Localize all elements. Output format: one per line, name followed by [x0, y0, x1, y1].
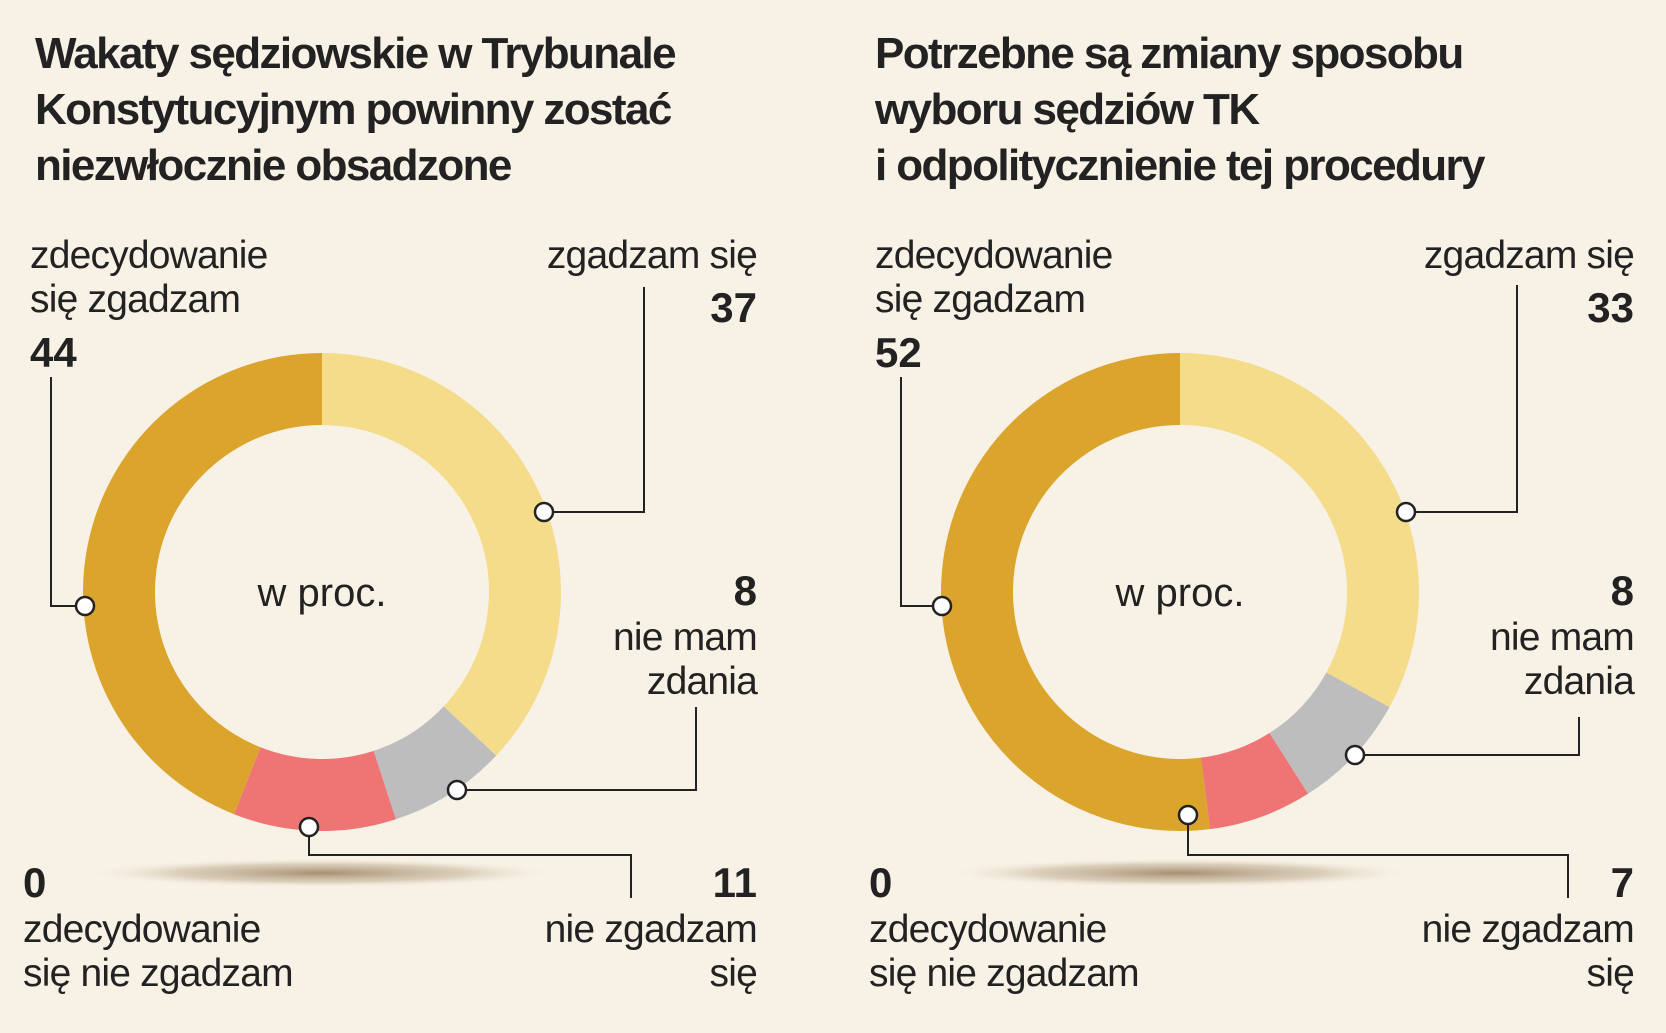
donut-shadow: [82, 858, 562, 888]
leader-dot: [1177, 804, 1199, 826]
donut-shadow: [940, 858, 1420, 888]
slice-value: 52: [875, 329, 922, 376]
slice-value: 44: [30, 329, 77, 376]
leader-line: [544, 287, 645, 513]
slice-value: 8: [734, 567, 757, 614]
slice-label: nie zgadzam: [1422, 908, 1634, 951]
donut-slice: [1200, 733, 1309, 830]
leader-dot: [446, 779, 468, 801]
leader-line: [1187, 815, 1569, 898]
slice-label: zdania: [647, 660, 758, 703]
donut-chart-2: Potrzebne są zmiany sposobu wyboru sędzió…: [869, 29, 1636, 995]
slice-value: 37: [710, 284, 757, 331]
leader-dot: [533, 501, 555, 523]
donut-slice: [373, 706, 497, 820]
slice-value: 11: [713, 859, 757, 906]
chart-title-line: niezwłocznie obsadzone: [35, 141, 511, 190]
donut-slice: [1180, 353, 1419, 708]
slice-label: nie zgadzam: [545, 908, 757, 951]
slice-label: się zgadzam: [30, 278, 240, 321]
slice-label: zdecydowanie: [30, 234, 268, 277]
leader-line: [457, 707, 697, 791]
slice-label: się zgadzam: [875, 278, 1085, 321]
chart-title-line: Potrzebne są zmiany sposobu: [875, 29, 1463, 78]
slice-label: się: [710, 952, 757, 995]
leader-line: [1355, 717, 1580, 756]
leader-line: [50, 377, 85, 607]
chart-title-line: Konstytucyjnym powinny zostać: [35, 85, 672, 134]
slice-value: 0: [23, 859, 46, 906]
leader-dot: [1395, 501, 1417, 523]
leader-dot: [1344, 744, 1366, 766]
slice-label: zdecydowanie: [23, 908, 261, 951]
leader-dot: [74, 595, 96, 617]
slice-label: nie mam: [1490, 616, 1634, 659]
donut-slice: [234, 747, 396, 831]
center-label: w proc.: [257, 571, 387, 615]
slice-label: nie mam: [613, 616, 757, 659]
slice-label: zgadzam się: [547, 234, 757, 277]
slice-value: 7: [1611, 859, 1634, 906]
slice-label: zgadzam się: [1424, 234, 1634, 277]
donut-chart-1: Wakaty sędziowskie w Trybunale Konstytucy…: [23, 29, 759, 995]
leader-dot: [298, 816, 320, 838]
slice-label: się nie zgadzam: [23, 952, 293, 995]
leader-dot: [931, 595, 953, 617]
leader-line: [1406, 285, 1518, 513]
slice-label: zdecydowanie: [869, 908, 1107, 951]
leader-line: [308, 827, 632, 898]
donut-slice: [1269, 672, 1390, 794]
slice-label: zdania: [1524, 660, 1635, 703]
slice-label: się: [1587, 952, 1634, 995]
slice-label: zdecydowanie: [875, 234, 1113, 277]
slice-value: 33: [1587, 284, 1634, 331]
chart-title-line: wyboru sędziów TK: [874, 85, 1260, 134]
donut-slice: [82, 353, 322, 815]
chart-title-line: Wakaty sędziowskie w Trybunale: [35, 29, 675, 78]
slice-value: 8: [1611, 567, 1634, 614]
slice-label: się nie zgadzam: [869, 952, 1139, 995]
leader-line: [900, 377, 942, 607]
chart-title-line: i odpolitycznienie tej procedury: [875, 141, 1486, 190]
center-label: w proc.: [1115, 571, 1245, 615]
donut-slice: [941, 353, 1210, 831]
donut-slice: [322, 353, 561, 756]
slice-value: 0: [869, 859, 892, 906]
